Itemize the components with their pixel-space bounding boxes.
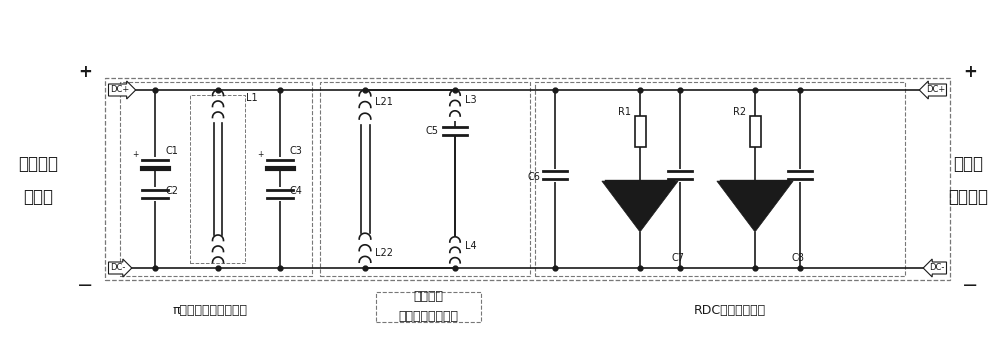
Bar xyxy=(750,116,761,147)
Text: DC-: DC- xyxy=(110,264,125,272)
Text: L1: L1 xyxy=(246,93,258,103)
Text: L4: L4 xyxy=(465,241,477,251)
Text: 直流母线: 直流母线 xyxy=(18,155,58,173)
Text: C5: C5 xyxy=(425,126,438,136)
Text: +: + xyxy=(257,150,263,159)
Text: R2: R2 xyxy=(733,107,746,117)
Bar xyxy=(535,82,905,276)
Bar xyxy=(320,82,530,276)
Bar xyxy=(376,292,481,322)
Text: DV2: DV2 xyxy=(762,189,782,199)
Text: 高频电源滤波电路: 高频电源滤波电路 xyxy=(398,309,458,323)
Text: C2: C2 xyxy=(165,186,178,196)
Text: +: + xyxy=(132,150,138,159)
Text: C6: C6 xyxy=(527,172,540,182)
Bar xyxy=(105,78,950,280)
Text: R1: R1 xyxy=(618,107,631,117)
Text: DC+: DC+ xyxy=(110,85,129,95)
Polygon shape xyxy=(602,181,678,232)
Text: DC+: DC+ xyxy=(926,85,945,95)
Text: DV1: DV1 xyxy=(647,189,667,199)
Text: C7: C7 xyxy=(672,253,684,263)
Text: +: + xyxy=(963,63,977,81)
Text: C3: C3 xyxy=(290,146,303,156)
Text: +: + xyxy=(78,63,92,81)
Text: C1: C1 xyxy=(165,146,178,156)
Text: RDC阻尼吸收电路: RDC阻尼吸收电路 xyxy=(694,304,766,317)
Bar xyxy=(120,82,312,276)
Text: C4: C4 xyxy=(290,186,303,196)
Text: π型低频电源滤波电路: π型低频电源滤波电路 xyxy=(173,304,248,317)
Text: L3: L3 xyxy=(465,95,477,105)
Text: −: − xyxy=(962,276,978,295)
Text: L21: L21 xyxy=(375,97,393,107)
Text: C8: C8 xyxy=(792,253,804,263)
Polygon shape xyxy=(717,181,793,232)
Text: 输出至: 输出至 xyxy=(953,155,983,173)
Text: DC-: DC- xyxy=(930,264,945,272)
Bar xyxy=(190,95,245,263)
Text: 输入端: 输入端 xyxy=(23,188,53,206)
Text: 巴特沃斯: 巴特沃斯 xyxy=(413,289,443,303)
Text: L22: L22 xyxy=(375,248,393,258)
Text: −: − xyxy=(77,276,93,295)
Text: 空调器端: 空调器端 xyxy=(948,188,988,206)
Bar xyxy=(635,116,646,147)
